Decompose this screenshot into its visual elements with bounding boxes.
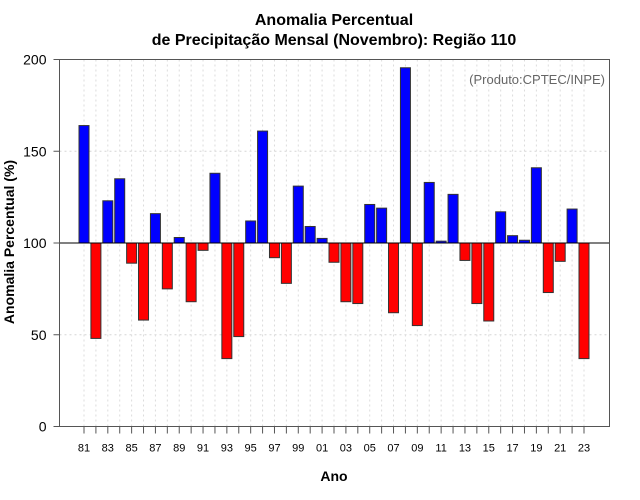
grid bbox=[59, 59, 610, 427]
chart-title-line1: Anomalia Percentual bbox=[255, 12, 413, 29]
bar-1990 bbox=[185, 242, 197, 303]
bar-2009 bbox=[411, 242, 423, 327]
bar-2008 bbox=[399, 67, 411, 244]
x-tick-label: 03 bbox=[340, 443, 352, 455]
source-annotation: (Produto:CPTEC/INPE) bbox=[469, 72, 605, 87]
x-tick-label: 87 bbox=[149, 443, 161, 455]
bar-2016 bbox=[495, 211, 507, 244]
bar-1995 bbox=[245, 220, 257, 244]
bar-1984 bbox=[114, 178, 126, 244]
x-tick-label: 01 bbox=[316, 443, 328, 455]
bar-1989 bbox=[173, 236, 185, 244]
bar-2005 bbox=[364, 203, 376, 244]
x-tick-label: 85 bbox=[125, 443, 137, 455]
bar-2022 bbox=[566, 208, 578, 244]
x-tick-label: 99 bbox=[292, 443, 304, 455]
bar-2001 bbox=[316, 237, 328, 244]
x-tick-label: 05 bbox=[364, 443, 376, 455]
x-tick-label: 97 bbox=[268, 443, 280, 455]
x-tick-label: 07 bbox=[387, 443, 399, 455]
bar-2014 bbox=[471, 242, 483, 305]
bar-1987 bbox=[149, 213, 161, 244]
x-axis-title: Ano bbox=[320, 468, 347, 484]
bar-1991 bbox=[197, 242, 209, 251]
y-tick-label: 100 bbox=[23, 235, 47, 251]
bar-2020 bbox=[542, 242, 554, 294]
bar-2015 bbox=[483, 242, 495, 322]
bar-1997 bbox=[268, 242, 280, 259]
bar-1996 bbox=[257, 130, 269, 244]
x-tick-label: 95 bbox=[245, 443, 257, 455]
bar-2007 bbox=[388, 242, 400, 314]
bar-2012 bbox=[447, 193, 459, 244]
bar-1993 bbox=[221, 242, 233, 360]
x-tick-label: 17 bbox=[506, 443, 518, 455]
x-tick-label: 09 bbox=[411, 443, 423, 455]
x-tick-label: 83 bbox=[102, 443, 114, 455]
bar-1986 bbox=[138, 242, 150, 321]
x-tick-label: 89 bbox=[173, 443, 185, 455]
x-tick-label: 23 bbox=[578, 443, 590, 455]
bar-1994 bbox=[233, 242, 245, 338]
y-tick-label: 0 bbox=[39, 419, 47, 435]
x-tick-label: 19 bbox=[530, 443, 542, 455]
bar-1999 bbox=[292, 185, 304, 244]
x-axis: 81 83 85 87 89 91 93 95 97 99 01 03 05 07 09 11 13 15 17 19… bbox=[78, 426, 590, 455]
bar-2019 bbox=[530, 167, 542, 244]
x-tick-label: 93 bbox=[221, 443, 233, 455]
bar-2023 bbox=[578, 242, 590, 360]
bar-2017 bbox=[507, 235, 519, 244]
bar-1985 bbox=[126, 242, 138, 264]
bars bbox=[78, 67, 590, 360]
x-tick-label: 81 bbox=[78, 443, 90, 455]
chart-title-line2: de Precipitação Mensal (Novembro): Regiã… bbox=[152, 32, 517, 49]
bar-2004 bbox=[352, 242, 364, 305]
bar-2010 bbox=[423, 181, 435, 244]
bar-2000 bbox=[304, 225, 316, 244]
bar-2006 bbox=[376, 207, 388, 244]
bar-1992 bbox=[209, 172, 221, 244]
y-tick-label: 50 bbox=[31, 327, 47, 343]
x-tick-label: 21 bbox=[554, 443, 566, 455]
x-tick-label: 11 bbox=[435, 443, 446, 455]
y-tick-label: 150 bbox=[23, 143, 47, 159]
bar-2002 bbox=[328, 242, 340, 263]
bar-2003 bbox=[340, 242, 352, 303]
bar-1988 bbox=[161, 242, 173, 290]
y-axis: 0 50 100 150 200 bbox=[23, 52, 60, 435]
y-axis-title: Anomalia Percentual (%) bbox=[1, 160, 17, 324]
bar-1981 bbox=[78, 125, 90, 244]
x-tick-label: 15 bbox=[483, 443, 495, 455]
bar-2021 bbox=[554, 242, 566, 262]
x-tick-label: 91 bbox=[197, 443, 209, 455]
x-tick-label: 13 bbox=[459, 443, 471, 455]
bar-1982 bbox=[90, 242, 102, 339]
bar-1998 bbox=[280, 242, 292, 284]
y-tick-label: 200 bbox=[23, 52, 47, 68]
bar-1983 bbox=[102, 200, 114, 244]
bar-2013 bbox=[459, 242, 471, 261]
